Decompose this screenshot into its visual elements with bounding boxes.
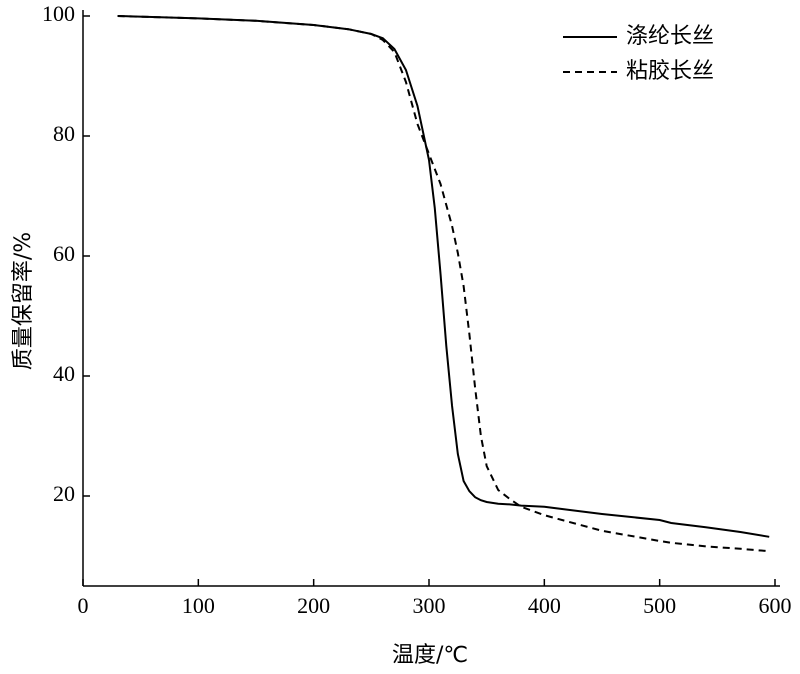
- x-tick-label: 400: [528, 593, 561, 618]
- legend-label: 粘胶长丝: [626, 59, 714, 84]
- x-tick-label: 100: [182, 593, 215, 618]
- y-axis-label: 质量保留率/%: [11, 232, 36, 370]
- legend-label: 涤纶长丝: [626, 24, 714, 49]
- x-tick-label: 0: [78, 593, 89, 618]
- x-tick-label: 200: [297, 593, 330, 618]
- x-tick-label: 300: [413, 593, 446, 618]
- x-tick-label: 500: [643, 593, 676, 618]
- y-tick-label: 100: [42, 1, 75, 26]
- y-tick-label: 60: [53, 241, 75, 266]
- y-tick-label: 20: [53, 481, 75, 506]
- data-line: [117, 15, 770, 538]
- y-tick-label: 80: [53, 121, 75, 146]
- x-tick-label: 600: [759, 593, 792, 618]
- x-axis-label: 温度/℃: [392, 643, 468, 668]
- data-line: [117, 15, 770, 553]
- y-tick-label: 40: [53, 361, 75, 386]
